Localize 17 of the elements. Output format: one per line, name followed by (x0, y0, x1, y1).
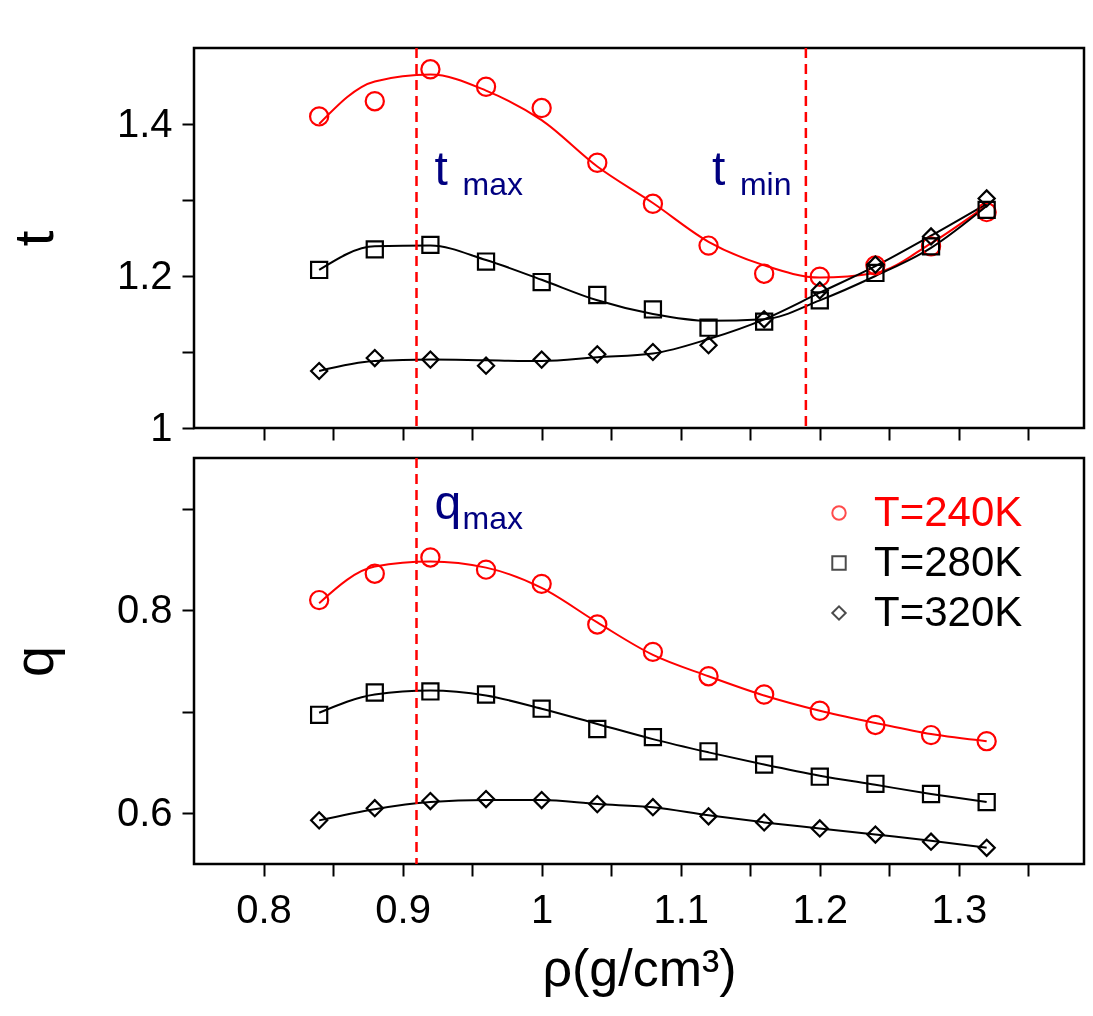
x-tick-label: 0.9 (375, 886, 431, 931)
legend-label: T=240K (874, 488, 1023, 535)
y-axis-title: q (1, 645, 65, 678)
legend-label: T=280K (874, 538, 1023, 585)
y-axis-title: t (1, 230, 65, 247)
x-tick-label: 0.8 (236, 886, 292, 931)
y-tick-label: 0.8 (116, 586, 173, 631)
x-tick-label: 1 (531, 886, 554, 931)
x-tick-label: 1.3 (931, 886, 988, 931)
y-tick-label: 0.6 (116, 789, 173, 834)
y-tick-label: 1.2 (116, 252, 173, 297)
y-tick-label: 1.4 (116, 100, 173, 145)
x-axis-title: ρ(g/cm³) (542, 938, 737, 997)
legend-label: T=320K (874, 588, 1023, 635)
x-tick-label: 1.1 (653, 886, 710, 931)
x-tick-label: 1.2 (792, 886, 849, 931)
y-tick-label: 1 (150, 404, 173, 449)
